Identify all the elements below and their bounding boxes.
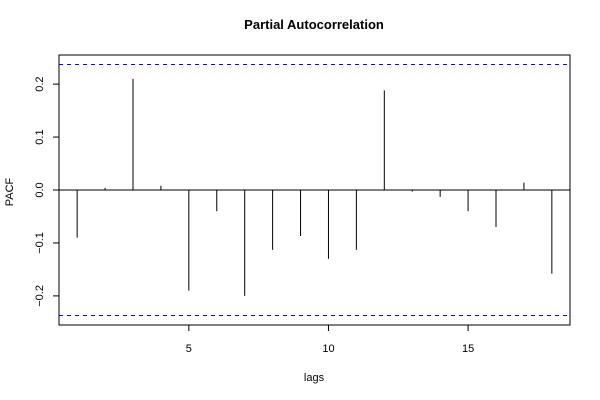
chart-title: Partial Autocorrelation xyxy=(244,17,384,32)
y-tick-label: −0.1 xyxy=(34,232,46,254)
y-tick-label: 0.2 xyxy=(34,76,46,91)
y-tick-label: 0.1 xyxy=(34,129,46,144)
x-axis-label: lags xyxy=(304,372,325,384)
x-tick-label: 10 xyxy=(322,343,334,355)
x-tick-label: 5 xyxy=(186,343,192,355)
x-axis: 5 10 15 xyxy=(186,325,474,355)
x-tick-label: 15 xyxy=(462,343,474,355)
y-axis: −0.2 −0.1 0.0 0.1 0.2 xyxy=(34,76,59,307)
y-tick-label: −0.2 xyxy=(34,285,46,307)
y-axis-label: PACF xyxy=(4,177,16,206)
y-tick-label: 0.0 xyxy=(34,182,46,197)
